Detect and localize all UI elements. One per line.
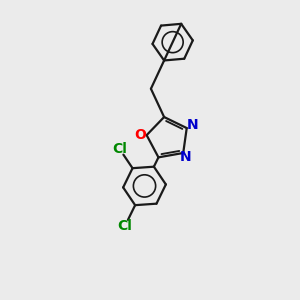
Text: N: N — [186, 118, 198, 132]
Text: Cl: Cl — [112, 142, 127, 156]
Text: N: N — [180, 149, 191, 164]
Text: O: O — [134, 128, 146, 142]
Text: Cl: Cl — [118, 219, 133, 233]
